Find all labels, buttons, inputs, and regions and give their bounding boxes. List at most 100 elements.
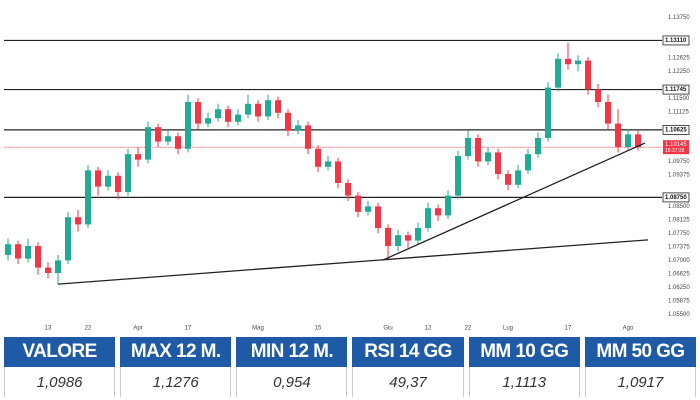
candle-body — [295, 125, 301, 131]
y-tick-label: 1.07750 — [668, 231, 690, 237]
level-label: 1.10625 — [665, 127, 687, 133]
candle-body — [345, 183, 351, 196]
level-label: 1.08750 — [665, 195, 687, 201]
candle-body — [5, 244, 11, 255]
table-value: 49,37 — [352, 367, 464, 397]
candle-body — [145, 127, 151, 160]
candle-body — [65, 217, 71, 261]
x-tick-label: 22 — [465, 326, 472, 332]
candle-body — [415, 228, 421, 241]
y-tick-label: 1.11500 — [668, 96, 690, 102]
y-tick-label: 1.06625 — [668, 271, 690, 277]
x-tick-label: 12 — [425, 326, 432, 332]
y-tick-label: 1.11125 — [668, 109, 689, 115]
table-header: MM 10 GG — [468, 337, 580, 367]
candle-body — [525, 154, 531, 171]
last-price-box — [663, 140, 689, 155]
table-header: RSI 14 GG — [352, 337, 464, 367]
last-price-timer: 15:37:28 — [665, 148, 685, 154]
y-tick-label: 1.09375 — [668, 172, 690, 178]
level-label-box — [662, 84, 690, 95]
candle-body — [135, 154, 141, 160]
candle-body — [155, 127, 161, 142]
candle-body — [165, 136, 171, 142]
candle-body — [325, 161, 331, 167]
candle-body — [225, 109, 231, 122]
y-tick-label: 1.12250 — [668, 69, 690, 75]
candle-body — [625, 134, 631, 147]
chart: 1.05500 1.05875 1.06250 1.06625 1.07000 1.073… — [4, 15, 690, 332]
x-tick-label: Giu — [383, 326, 392, 332]
candle-body — [615, 123, 621, 147]
trend-line — [57, 239, 649, 285]
candle-body — [185, 102, 191, 149]
table-header: VALORE — [4, 337, 116, 367]
candle-body — [585, 60, 591, 90]
last-price-label: 1.10145 — [665, 142, 687, 148]
trend-line — [382, 142, 646, 261]
level-label-box — [662, 125, 690, 135]
y-tick-label: 1.05500 — [668, 312, 690, 318]
candle-body — [255, 103, 261, 117]
candle-body — [515, 170, 521, 185]
y-tick-label: 1.07375 — [668, 244, 690, 250]
candle-body — [365, 206, 371, 212]
x-tick-label: Ago — [623, 326, 634, 332]
candle-body — [475, 138, 481, 162]
candle-body — [495, 152, 501, 174]
candle-body — [555, 58, 561, 88]
candle-body — [105, 175, 111, 187]
table-value: 0,954 — [236, 367, 348, 397]
candle-body — [25, 246, 31, 259]
candle-body — [125, 154, 131, 192]
level-label-box — [662, 192, 690, 203]
level-label: 1.11745 — [665, 87, 687, 93]
candle-body — [205, 118, 211, 124]
y-tick-label: 1.09750 — [668, 159, 690, 165]
candle-body — [575, 60, 581, 65]
candle-body — [35, 246, 41, 268]
candle-body — [175, 136, 181, 149]
table-header: MIN 12 M. — [236, 337, 348, 367]
candle-body — [115, 175, 121, 192]
y-tick-label: 1.13750 — [668, 15, 690, 21]
candle-body — [405, 235, 411, 241]
x-tick-label: 15 — [315, 326, 322, 332]
candle-body — [565, 58, 571, 65]
candle-body — [75, 217, 81, 225]
candle-body — [265, 100, 271, 117]
candle-body — [15, 244, 21, 259]
x-tick-label: 17 — [565, 326, 572, 332]
table-value: 1,1276 — [120, 367, 232, 397]
candle-body — [605, 102, 611, 124]
candle-body — [535, 138, 541, 155]
x-tick-label: Apr — [133, 326, 142, 332]
level-label-box — [662, 35, 690, 46]
y-tick-label: 1.06250 — [668, 285, 690, 291]
candle-body — [485, 152, 491, 162]
candle-body — [635, 134, 641, 147]
x-tick-label: Mag — [252, 326, 264, 332]
candle-body — [355, 195, 361, 212]
table-value: 1,0917 — [584, 367, 696, 397]
x-tick-label: 17 — [185, 326, 192, 332]
candle-body — [545, 87, 551, 138]
candle-body — [315, 148, 321, 167]
candle-body — [245, 103, 251, 115]
y-tick-label: 1.12625 — [668, 55, 690, 61]
candle-body — [85, 170, 91, 225]
table-value: 1,1113 — [468, 367, 580, 397]
candle-body — [425, 208, 431, 228]
candle-body — [335, 161, 341, 183]
candle-body — [465, 138, 471, 156]
candle-body — [235, 114, 241, 122]
candle-body — [275, 100, 281, 113]
candle-body — [95, 170, 101, 187]
candle-body — [505, 174, 511, 185]
candle-body — [285, 112, 291, 131]
y-tick-label: 1.05875 — [668, 298, 690, 304]
candle-body — [45, 267, 51, 273]
y-tick-label: 1.07000 — [668, 258, 690, 264]
candle-body — [305, 125, 311, 149]
